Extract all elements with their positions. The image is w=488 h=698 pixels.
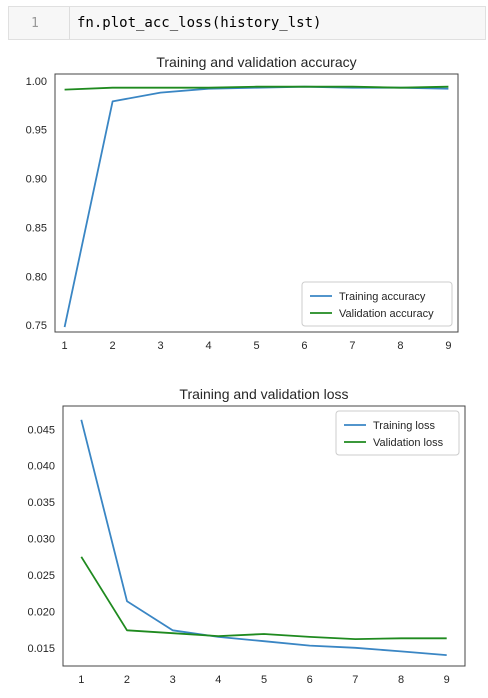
acc-legend-label: Training accuracy (339, 291, 426, 303)
acc-y-tick-label: 0.95 (26, 125, 47, 137)
loss-series-line-training-loss (80, 419, 447, 656)
acc-x-tick-label: 7 (349, 340, 355, 352)
acc-y-tick-label: 1.00 (26, 76, 47, 88)
cell-gutter-divider (69, 7, 70, 39)
loss-x-tick-label: 7 (352, 674, 358, 686)
acc-x-tick-label: 2 (110, 340, 116, 352)
loss-y-tick-label: 0.025 (27, 570, 55, 582)
loss-y-tick-label: 0.040 (27, 461, 55, 473)
acc-y-tick-label: 0.75 (26, 320, 47, 332)
acc-series-line-validation-accuracy (64, 85, 449, 91)
loss-x-tick-label: 6 (307, 674, 313, 686)
acc-x-tick-label: 5 (253, 340, 259, 352)
code-text[interactable]: fn.plot_acc_loss(history_lst) (77, 15, 322, 31)
loss-series-line-validation-loss (80, 556, 447, 641)
loss-x-tick-label: 2 (124, 674, 130, 686)
cell-line-number: 1 (31, 16, 39, 31)
loss-x-tick-label: 3 (170, 674, 176, 686)
acc-y-tick-label: 0.90 (26, 174, 47, 186)
loss-chart-svg: Training and validation loss 1 2 3 4 5 6 7 8 9 0.0… (27, 386, 466, 686)
loss-chart-title: Training and validation loss (179, 386, 348, 402)
loss-x-tick-label: 1 (78, 674, 84, 686)
loss-x-tick-label: 4 (215, 674, 221, 686)
loss-y-tick-label: 0.020 (27, 606, 55, 618)
acc-x-tick-label: 1 (62, 340, 68, 352)
acc-x-tick-label: 4 (205, 340, 211, 352)
acc-y-tick-label: 0.85 (26, 222, 47, 234)
loss-y-tick-label: 0.015 (27, 643, 55, 655)
loss-y-tick-label: 0.030 (27, 534, 55, 546)
loss-plot-frame (62, 405, 466, 667)
acc-legend-box (301, 281, 453, 327)
acc-x-tick-label: 9 (445, 340, 451, 352)
loss-y-tick-label: 0.035 (27, 497, 55, 509)
loss-x-tick-label: 9 (444, 674, 450, 686)
accuracy-chart: Training and validation accuracy 1 2 3 4 5 6 7 8… (0, 48, 488, 358)
loss-x-tick-label: 8 (398, 674, 404, 686)
acc-legend-label: Validation accuracy (339, 308, 434, 320)
accuracy-chart-svg: Training and validation accuracy 1 2 3 4 5 6 7 8… (26, 54, 459, 352)
acc-x-tick-label: 6 (301, 340, 307, 352)
loss-x-tick-label: 5 (261, 674, 267, 686)
acc-y-tick-label: 0.80 (26, 271, 47, 283)
loss-legend-label: Training loss (373, 420, 435, 432)
acc-plot-frame (54, 73, 459, 333)
acc-chart-title: Training and validation accuracy (156, 54, 356, 70)
code-cell[interactable]: 1 fn.plot_acc_loss(history_lst) (8, 6, 486, 40)
loss-legend-box (335, 410, 460, 456)
acc-x-tick-label: 8 (397, 340, 403, 352)
loss-legend-label: Validation loss (373, 437, 444, 449)
loss-chart: Training and validation loss 1 2 3 4 5 6 7 8 9 0.0… (0, 378, 488, 694)
acc-x-tick-label: 3 (157, 340, 163, 352)
loss-y-tick-label: 0.045 (27, 424, 55, 436)
